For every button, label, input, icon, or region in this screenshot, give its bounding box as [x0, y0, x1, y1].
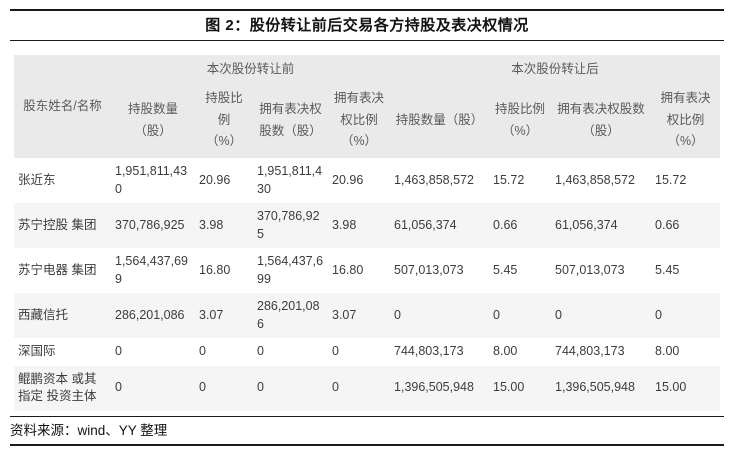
- table-row: 苏宁电器 集团 1,564,437,699 16.80 1,564,437,699 16…: [14, 248, 721, 293]
- table-cell: 0: [332, 344, 339, 358]
- column-header-shares-held-after: 持股数量（股）: [390, 83, 490, 158]
- shareholder-name-cell: 西藏信托: [18, 307, 69, 322]
- table-cell: 507,013,073: [555, 262, 625, 277]
- title-bottom-rule: [10, 39, 724, 41]
- table-cell: 0: [115, 380, 122, 395]
- shareholding-table: 股东姓名/名称 本次股份转让前 本次股份转让后 持股数量 （股） 持股比 例 （…: [14, 55, 721, 411]
- table-row: 张近东 1,951,811,430 20.96 1,951,811,430 20.96 1…: [14, 158, 721, 203]
- column-header-share-ratio-before: 持股比 例 （%）: [195, 83, 253, 158]
- table-cell: 20.96: [199, 172, 231, 187]
- table-cell: 15.00: [655, 380, 687, 395]
- shareholder-name-cell: 鲲鹏资本 或其指定 投资主体: [18, 371, 97, 404]
- table-cell: 0: [115, 344, 122, 358]
- table-cell: 0: [257, 380, 264, 395]
- shareholder-name-cell: 张近东: [18, 172, 56, 187]
- table-cell: 1,951,811,430: [115, 164, 188, 196]
- column-header-shares-held-before: 持股数量 （股）: [111, 83, 195, 158]
- table-row: 鲲鹏资本 或其指定 投资主体 0 0 0 0 1,396,505,948 15.00 1,39…: [14, 365, 721, 411]
- table-cell: 8.00: [493, 344, 518, 358]
- table-cell: 1,396,505,948: [555, 380, 635, 395]
- column-header-share-ratio-after: 持股比例 （%）: [489, 83, 552, 158]
- group-header-after-transfer: 本次股份转让后: [390, 55, 721, 83]
- shareholding-table-wrapper: 股东姓名/名称 本次股份转让前 本次股份转让后 持股数量 （股） 持股比 例 （…: [14, 55, 721, 411]
- column-header-voting-ratio-before: 拥有表决 权比例 （%）: [328, 83, 391, 158]
- table-cell: 1,564,437,699: [115, 254, 188, 286]
- table-cell: 16.80: [199, 262, 231, 277]
- table-row: 苏宁控股 集团 370,786,925 3.98 370,786,925 3.98 61,…: [14, 203, 721, 248]
- table-header: 股东姓名/名称 本次股份转让前 本次股份转让后 持股数量 （股） 持股比 例 （…: [14, 55, 721, 158]
- table-cell: 8.00: [655, 344, 680, 358]
- column-header-row: 持股数量 （股） 持股比 例 （%） 拥有表决权 股数（股） 拥有表决 权比例 …: [14, 83, 721, 158]
- table-cell: 3.98: [332, 217, 357, 232]
- table-cell: 0: [555, 307, 562, 322]
- table-cell: 0: [257, 344, 264, 358]
- footer-top-rule: [10, 415, 724, 417]
- shareholder-name-cell: 深国际: [18, 344, 56, 358]
- table-cell: 3.07: [199, 307, 224, 322]
- table-cell: 1,564,437,699: [257, 254, 324, 286]
- shareholder-name-cell: 苏宁控股 集团: [18, 217, 97, 232]
- table-cell: 5.45: [655, 262, 680, 277]
- table-row: 西藏信托 286,201,086 3.07 286,201,086 3.07 0 0 0 0: [14, 293, 721, 338]
- data-source-note: 资料来源：wind、YY 整理: [10, 423, 168, 438]
- table-cell: 61,056,374: [555, 217, 618, 232]
- table-cell: 0: [655, 307, 662, 322]
- table-cell: 3.98: [199, 217, 224, 232]
- table-cell: 370,786,925: [115, 217, 185, 232]
- figure-title: 图 2：股份转让前后交易各方持股及表决权情况: [205, 16, 529, 34]
- column-header-voting-ratio-after: 拥有表决 权比例 （%）: [651, 83, 721, 158]
- table-cell: 370,786,925: [257, 209, 320, 241]
- table-cell: 286,201,086: [257, 299, 320, 331]
- column-header-shareholder-name: 股东姓名/名称: [14, 55, 111, 158]
- top-rule: [10, 9, 724, 11]
- table-cell: 15.72: [493, 172, 525, 187]
- table-cell: 286,201,086: [115, 307, 185, 322]
- table-cell: 16.80: [332, 262, 364, 277]
- table-cell: 0: [493, 307, 500, 322]
- table-cell: 0.66: [493, 217, 518, 232]
- table-cell: 507,013,073: [394, 262, 464, 277]
- bottom-rule: [10, 444, 724, 446]
- group-header-row: 股东姓名/名称 本次股份转让前 本次股份转让后: [14, 55, 721, 158]
- table-cell: 5.45: [493, 262, 518, 277]
- column-header-voting-shares-before: 拥有表决权 股数（股）: [253, 83, 328, 158]
- table-cell: 0: [199, 344, 206, 358]
- table-cell: 3.07: [332, 307, 357, 322]
- shareholder-name-cell: 苏宁电器 集团: [18, 262, 97, 277]
- table-cell: 61,056,374: [394, 217, 457, 232]
- column-header-voting-shares-after: 拥有表决权股数 （股）: [551, 83, 652, 158]
- table-cell: 0: [199, 380, 206, 395]
- table-cell: 1,463,858,572: [394, 172, 474, 187]
- table-cell: 0.66: [655, 217, 680, 232]
- table-cell: 1,396,505,948: [394, 380, 474, 395]
- table-cell: 15.72: [655, 172, 687, 187]
- group-header-before-transfer: 本次股份转让前: [111, 55, 391, 83]
- table-cell: 20.96: [332, 172, 364, 187]
- table-cell: 15.00: [493, 380, 525, 395]
- table-row: 深国际 0 0 0 0 744,803,173 8.00 744,803,173 8.00: [14, 338, 721, 366]
- table-body: 张近东 1,951,811,430 20.96 1,951,811,430 20.96 1…: [14, 158, 721, 411]
- table-cell: 1,951,811,430: [257, 164, 323, 196]
- table-cell: 744,803,173: [394, 344, 464, 358]
- table-cell: 744,803,173: [555, 344, 625, 358]
- table-cell: 1,463,858,572: [555, 172, 635, 187]
- table-cell: 0: [394, 307, 401, 322]
- table-cell: 0: [332, 380, 339, 395]
